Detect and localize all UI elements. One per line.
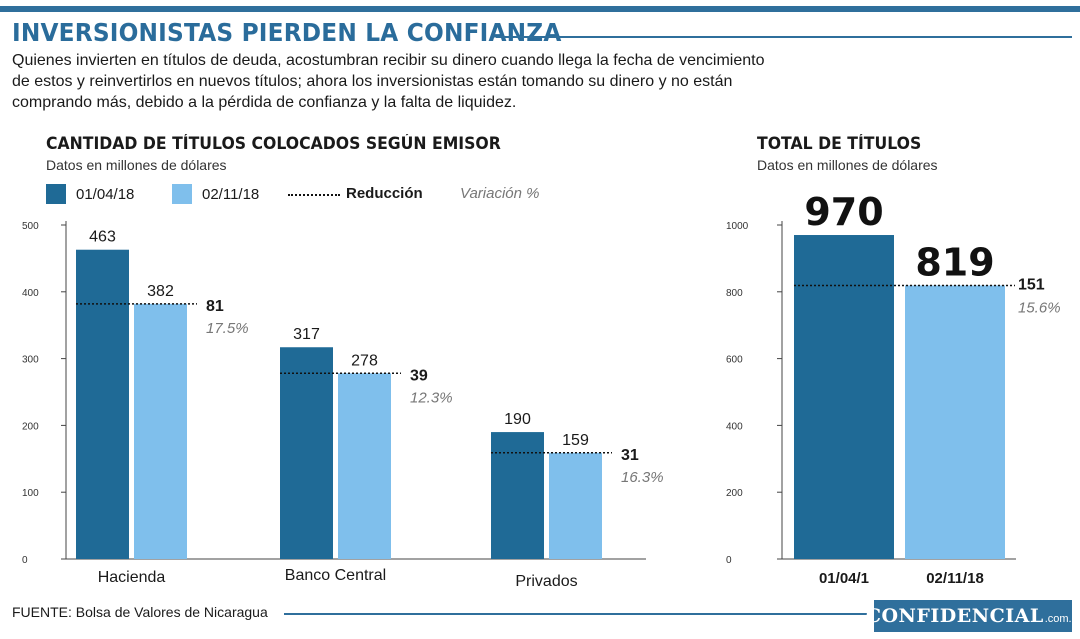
intro-paragraph: Quienes invierten en títulos de deuda, a… — [12, 52, 765, 111]
page-title: INVERSIONISTAS PIERDEN LA CONFIANZA — [12, 18, 562, 47]
total-chart-title: TOTAL DE TÍTULOS — [757, 134, 922, 153]
total-chart: 0 200 400 600 800 1000 970 01/04/1 819 02/11/18 15… — [726, 190, 1061, 587]
legend-label-date2: 02/11/18 — [202, 186, 260, 203]
y-tick-label: 500 — [22, 221, 39, 232]
category-label: Hacienda — [98, 569, 166, 586]
source-note: FUENTE: Bolsa de Valores de Nicaragua — [12, 604, 268, 620]
bar-value-label-date2: 382 — [147, 283, 174, 300]
legend-reduction-line — [288, 194, 340, 196]
bar-value-label-date1: 190 — [504, 411, 531, 428]
bar-date1 — [280, 347, 333, 559]
legend-swatch-date1 — [46, 184, 66, 204]
bar-date1 — [491, 432, 544, 559]
total-bar-date2 — [905, 285, 1005, 559]
title-rule — [496, 36, 1072, 38]
bar-value-label-date1: 317 — [293, 326, 320, 343]
legend-label-variation: Variación % — [460, 185, 540, 202]
y-tick-label: 400 — [22, 288, 39, 299]
total-value-label: 819 — [915, 240, 994, 284]
confidencial-logo: CONFIDENCIAL .com.ni — [866, 600, 1080, 632]
variation-value: 12.3% — [410, 389, 453, 406]
legend-swatch-date2 — [172, 184, 192, 204]
total-reduction-value: 151 — [1018, 276, 1045, 293]
logo-wordmark: CONFIDENCIAL — [865, 605, 1044, 627]
y-tick-label: 600 — [726, 355, 743, 366]
y-tick-label: 0 — [22, 555, 28, 566]
bar-date2 — [338, 373, 391, 559]
total-variation-value: 15.6% — [1018, 299, 1061, 316]
total-category-label: 01/04/1 — [819, 570, 869, 587]
bar-date1 — [76, 249, 129, 559]
reduction-value: 31 — [621, 447, 639, 464]
y-tick-label: 0 — [726, 555, 732, 566]
bar-date2 — [134, 303, 187, 559]
reduction-value: 39 — [410, 367, 428, 384]
logo-domain: .com.ni — [1044, 612, 1080, 625]
issuer-chart: 0 100 200 300 400 500 463 382 81 17.5% Hacienda 317… — [22, 221, 664, 590]
issuer-chart-subtitle: Datos en millones de dólares — [46, 157, 227, 173]
bar-date2 — [549, 452, 602, 559]
y-tick-label: 300 — [22, 355, 39, 366]
legend-label-reduction: Reducción — [346, 185, 423, 202]
bar-value-label-date1: 463 — [89, 229, 116, 246]
bar-value-label-date2: 278 — [351, 352, 378, 369]
total-category-label: 02/11/18 — [926, 570, 984, 587]
top-accent-bar — [0, 6, 1080, 12]
y-tick-label: 400 — [726, 421, 743, 432]
y-tick-label: 800 — [726, 288, 743, 299]
reduction-value: 81 — [206, 298, 224, 315]
y-tick-label: 200 — [22, 421, 39, 432]
legend-label-date1: 01/04/18 — [76, 186, 135, 203]
total-value-label: 970 — [804, 190, 883, 234]
bar-value-label-date2: 159 — [562, 432, 589, 449]
issuer-chart-title: CANTIDAD DE TÍTULOS COLOCADOS SEGÚN EMIS… — [46, 134, 501, 153]
y-tick-label: 200 — [726, 488, 743, 499]
variation-value: 16.3% — [621, 469, 664, 486]
variation-value: 17.5% — [206, 320, 249, 337]
y-tick-label: 1000 — [726, 221, 749, 232]
category-label: Banco Central — [285, 567, 386, 584]
total-chart-subtitle: Datos en millones de dólares — [757, 157, 938, 173]
footer-rule — [284, 613, 868, 615]
total-bar-date1 — [794, 235, 894, 559]
y-tick-label: 100 — [22, 488, 39, 499]
category-label: Privados — [515, 573, 577, 590]
